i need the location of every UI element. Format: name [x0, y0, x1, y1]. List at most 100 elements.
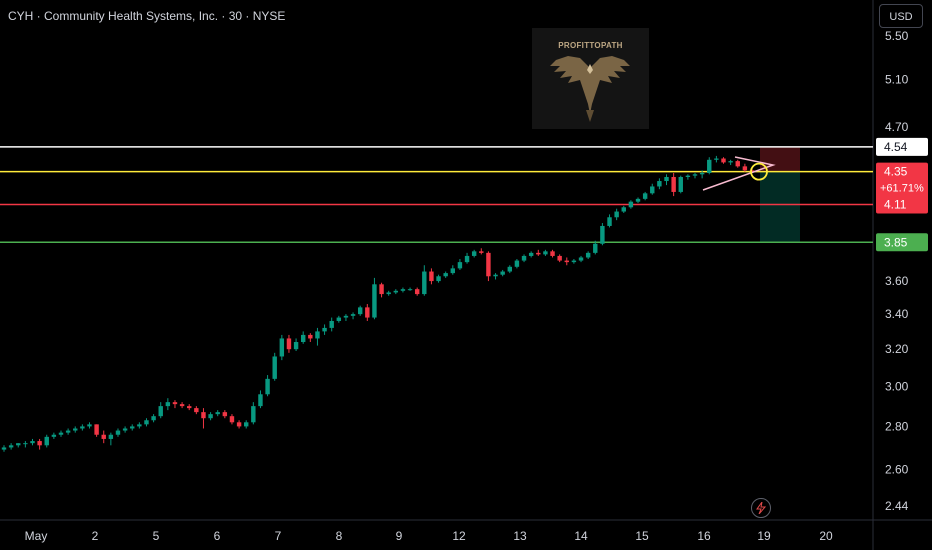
candle[interactable] [343, 315, 349, 318]
candle[interactable] [422, 271, 427, 295]
candle[interactable] [265, 378, 270, 395]
candle[interactable] [73, 428, 78, 431]
candle[interactable] [400, 289, 406, 291]
candle[interactable] [457, 262, 463, 269]
candle[interactable] [329, 320, 334, 328]
candle[interactable] [229, 416, 235, 423]
candle[interactable] [293, 342, 299, 350]
candle[interactable] [521, 255, 527, 261]
candle[interactable] [735, 161, 740, 167]
candle[interactable] [664, 176, 669, 182]
candle[interactable] [179, 404, 185, 407]
candle[interactable] [749, 170, 755, 172]
candle[interactable] [244, 422, 249, 427]
candle[interactable] [714, 158, 719, 160]
candle[interactable] [16, 443, 21, 446]
candle[interactable] [464, 255, 470, 263]
candle[interactable] [215, 412, 220, 415]
position-target-zone[interactable] [760, 171, 800, 243]
candle[interactable] [742, 166, 748, 171]
candle[interactable] [187, 406, 192, 409]
candle[interactable] [108, 434, 114, 439]
candle[interactable] [728, 161, 733, 163]
candle[interactable] [550, 251, 555, 256]
candle[interactable] [571, 260, 577, 263]
candle[interactable] [642, 193, 648, 199]
candle[interactable] [165, 402, 171, 407]
currency-button[interactable]: USD [879, 4, 923, 28]
candle[interactable] [350, 314, 356, 316]
candle[interactable] [414, 289, 420, 295]
candle[interactable] [372, 284, 377, 318]
candle[interactable] [543, 251, 548, 255]
candle[interactable] [308, 334, 313, 339]
candle[interactable] [678, 176, 683, 192]
candle[interactable] [279, 338, 285, 357]
candle[interactable] [657, 181, 662, 187]
candle[interactable] [130, 426, 135, 429]
candle[interactable] [528, 252, 534, 256]
candle[interactable] [436, 276, 441, 282]
candle[interactable] [650, 186, 655, 194]
candle[interactable] [151, 416, 156, 421]
candle[interactable] [628, 201, 634, 208]
candle[interactable] [443, 273, 448, 277]
candle[interactable] [357, 307, 363, 315]
candle[interactable] [315, 331, 320, 339]
candle[interactable] [322, 327, 327, 332]
candle[interactable] [393, 290, 399, 293]
candle[interactable] [37, 441, 42, 446]
candle[interactable] [607, 217, 612, 226]
candle[interactable] [94, 424, 99, 435]
candle[interactable] [557, 255, 562, 261]
candle[interactable] [51, 434, 57, 437]
candle[interactable] [514, 260, 520, 267]
candle[interactable] [578, 257, 584, 261]
candle[interactable] [692, 174, 698, 176]
candle[interactable] [493, 274, 498, 277]
candle[interactable] [600, 225, 605, 244]
candle[interactable] [585, 252, 591, 258]
candle[interactable] [564, 260, 569, 263]
candle[interactable] [286, 338, 292, 350]
candle[interactable] [707, 159, 712, 173]
entry-marker-circle[interactable] [750, 162, 768, 181]
candle[interactable] [201, 412, 206, 419]
candle[interactable] [80, 426, 85, 429]
candle[interactable] [272, 356, 277, 379]
candle[interactable] [158, 406, 163, 417]
candle[interactable] [386, 292, 391, 295]
candle[interactable] [258, 394, 263, 407]
candle[interactable] [699, 172, 705, 175]
candle[interactable] [144, 420, 149, 425]
candle[interactable] [65, 430, 71, 433]
candle[interactable] [172, 402, 178, 405]
candle[interactable] [336, 317, 342, 321]
candle[interactable] [407, 289, 413, 291]
candle[interactable] [536, 252, 541, 255]
candle[interactable] [300, 334, 306, 343]
candle[interactable] [222, 412, 228, 417]
candle[interactable] [507, 266, 512, 272]
candle[interactable] [122, 428, 128, 431]
candle[interactable] [450, 268, 456, 274]
candle[interactable] [8, 445, 14, 448]
candle[interactable] [614, 211, 619, 218]
candle[interactable] [671, 176, 676, 192]
candle[interactable] [58, 432, 64, 435]
candle[interactable] [479, 251, 484, 253]
candle[interactable] [101, 434, 106, 439]
candle[interactable] [30, 441, 35, 444]
candle[interactable] [429, 271, 434, 282]
candle[interactable] [1, 447, 7, 450]
candle[interactable] [194, 408, 199, 413]
candle[interactable] [635, 198, 641, 202]
candle[interactable] [471, 251, 477, 256]
candle[interactable] [44, 436, 49, 446]
candle[interactable] [236, 422, 242, 427]
triangle-pattern[interactable] [702, 156, 776, 191]
candle[interactable] [685, 175, 691, 177]
candle[interactable] [115, 430, 121, 435]
